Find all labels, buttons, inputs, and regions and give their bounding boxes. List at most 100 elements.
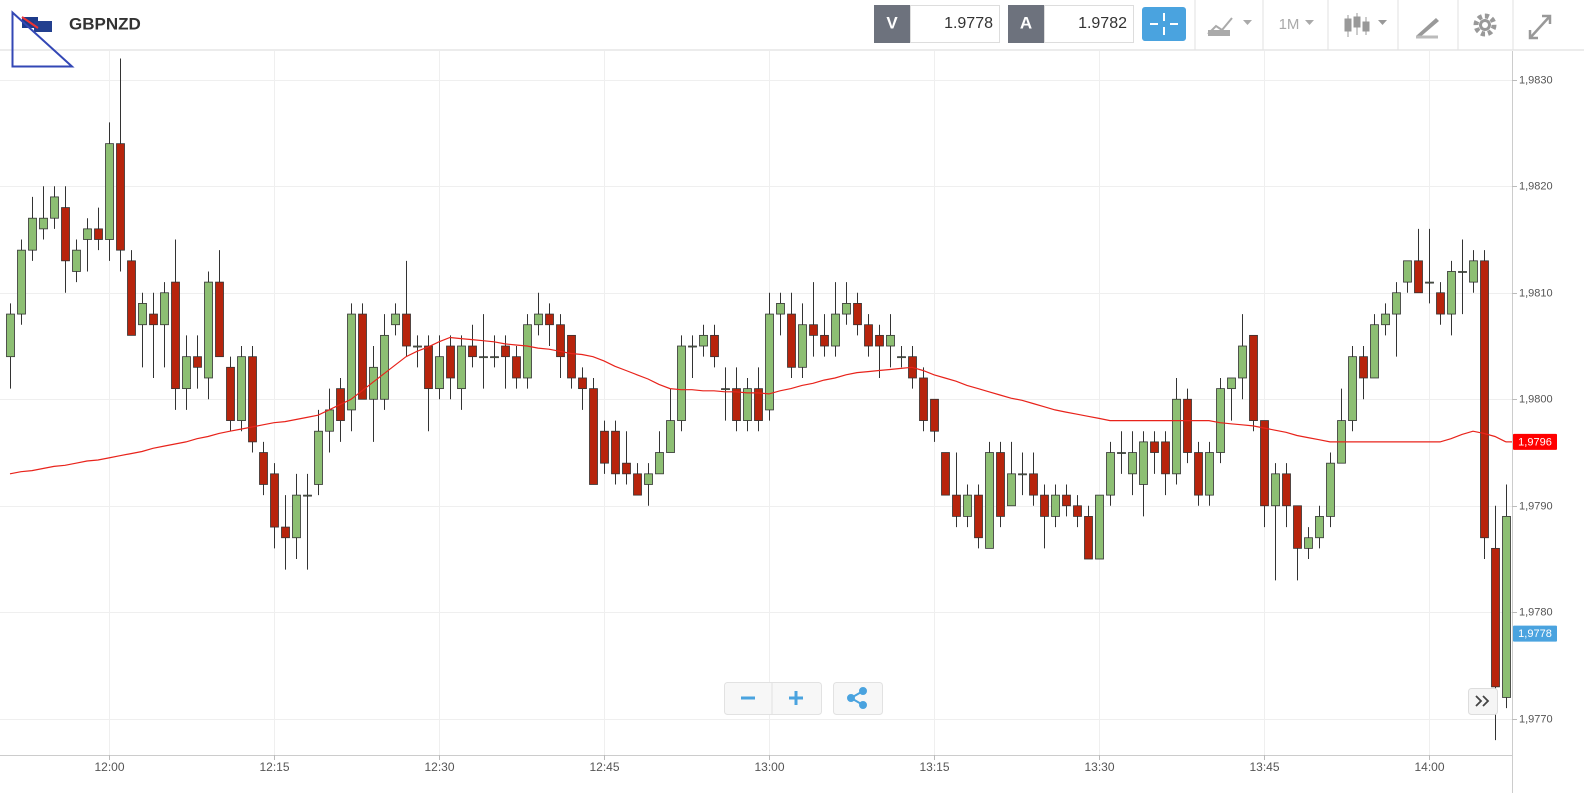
candle-body bbox=[963, 494, 972, 517]
candle-body bbox=[105, 143, 114, 240]
price-badge bbox=[1513, 625, 1557, 642]
candle-body bbox=[281, 526, 290, 539]
candle-style-button[interactable] bbox=[1344, 13, 1387, 37]
candle-body bbox=[138, 303, 147, 326]
candle-body bbox=[6, 313, 15, 358]
candle-body bbox=[875, 334, 884, 347]
candle-body bbox=[1458, 271, 1467, 273]
candle-body bbox=[556, 324, 565, 358]
candle-body bbox=[897, 356, 906, 359]
candle-body bbox=[765, 313, 774, 411]
candle-body bbox=[1447, 271, 1456, 315]
candle-body bbox=[1227, 377, 1236, 390]
candle-body bbox=[1480, 260, 1489, 539]
x-tick-label: 12:00 bbox=[94, 760, 124, 774]
candle-body bbox=[1040, 494, 1049, 517]
candle-body bbox=[1425, 281, 1434, 284]
candle-body bbox=[292, 494, 301, 539]
candle-body bbox=[1150, 441, 1159, 453]
candle-body bbox=[50, 196, 59, 219]
crosshair-button[interactable] bbox=[1142, 7, 1186, 41]
candle-body bbox=[358, 313, 367, 400]
timeframe-button[interactable]: 1M bbox=[1279, 16, 1314, 33]
draw-button[interactable] bbox=[1416, 18, 1439, 39]
candle-body bbox=[633, 473, 642, 496]
y-tick-label: 1,9810 bbox=[1519, 287, 1553, 299]
y-tick-label: 1,9830 bbox=[1519, 74, 1553, 86]
candle-body bbox=[1007, 473, 1016, 507]
candle-body bbox=[644, 473, 653, 485]
candle-body bbox=[523, 324, 532, 379]
candle-body bbox=[985, 452, 994, 549]
candle-body bbox=[270, 473, 279, 528]
candle-body bbox=[1304, 537, 1313, 549]
candle-body bbox=[380, 334, 389, 400]
candle-body bbox=[446, 345, 455, 379]
candle-body bbox=[710, 334, 719, 358]
candle-body bbox=[677, 345, 686, 421]
price-label: 1,9778 bbox=[1518, 628, 1552, 640]
timeframe: 1M bbox=[1279, 16, 1300, 33]
candle-body bbox=[721, 388, 730, 391]
candle-body bbox=[1095, 494, 1104, 560]
candle-body bbox=[182, 356, 191, 390]
y-tick-label: 1,9790 bbox=[1519, 500, 1553, 512]
candle-body bbox=[941, 452, 950, 496]
candle-body bbox=[1194, 452, 1203, 496]
buy-label: A bbox=[1020, 13, 1032, 32]
candle-body bbox=[83, 228, 92, 240]
symbol: GBPNZD bbox=[69, 14, 141, 33]
candle-body bbox=[1161, 441, 1170, 475]
candle-body bbox=[1084, 516, 1093, 560]
moving-average-badge bbox=[1513, 433, 1557, 450]
candle-body bbox=[699, 334, 708, 347]
candle-body bbox=[512, 356, 521, 379]
candle-body bbox=[116, 143, 125, 251]
candle-body bbox=[1293, 505, 1302, 549]
sell-label: V bbox=[886, 13, 898, 32]
candle-body bbox=[391, 313, 400, 326]
buy-button[interactable]: A 1.9782 bbox=[1008, 5, 1134, 43]
candle-body bbox=[1117, 452, 1126, 454]
candle-body bbox=[842, 303, 851, 315]
candle-body bbox=[215, 281, 224, 358]
candle-body bbox=[1018, 473, 1027, 476]
scroll-end-button[interactable] bbox=[1468, 688, 1498, 715]
candle-body bbox=[193, 356, 202, 368]
candle-body bbox=[545, 313, 554, 326]
candle-body bbox=[776, 303, 785, 315]
settings-button[interactable] bbox=[1473, 13, 1497, 37]
candle-body bbox=[1381, 313, 1390, 326]
candle-body bbox=[347, 313, 356, 411]
candle-body bbox=[666, 420, 675, 453]
candle-body bbox=[655, 452, 664, 475]
candle-body bbox=[424, 345, 433, 390]
candle-body bbox=[72, 249, 81, 272]
candle-body bbox=[1414, 260, 1423, 294]
candle-body bbox=[1216, 388, 1225, 453]
candle-body bbox=[457, 345, 466, 390]
candle-body bbox=[622, 462, 631, 475]
candle-body bbox=[1106, 452, 1115, 496]
chart-type-button[interactable] bbox=[1207, 17, 1252, 36]
candle-body bbox=[1392, 292, 1401, 315]
moving-average-line bbox=[9, 336, 1507, 475]
x-tick-label: 12:15 bbox=[259, 760, 289, 774]
candle-body bbox=[1502, 516, 1511, 698]
candle-body bbox=[1359, 356, 1368, 379]
candle-body bbox=[1249, 334, 1258, 421]
candle-body bbox=[919, 377, 928, 421]
sell-button[interactable]: V 1.9778 bbox=[874, 5, 1000, 43]
candle-body bbox=[787, 313, 796, 368]
x-tick-label: 13:45 bbox=[1249, 760, 1279, 774]
fullscreen-button[interactable] bbox=[1528, 14, 1552, 40]
candle-body bbox=[1172, 398, 1181, 475]
candle-body bbox=[611, 430, 620, 475]
zoom-in-button[interactable] bbox=[789, 691, 803, 705]
share-button[interactable] bbox=[847, 687, 867, 709]
candle-body bbox=[589, 388, 598, 485]
candle-body bbox=[1271, 473, 1280, 507]
toolbar bbox=[0, 0, 1584, 50]
y-tick-label: 1,9800 bbox=[1519, 393, 1553, 405]
